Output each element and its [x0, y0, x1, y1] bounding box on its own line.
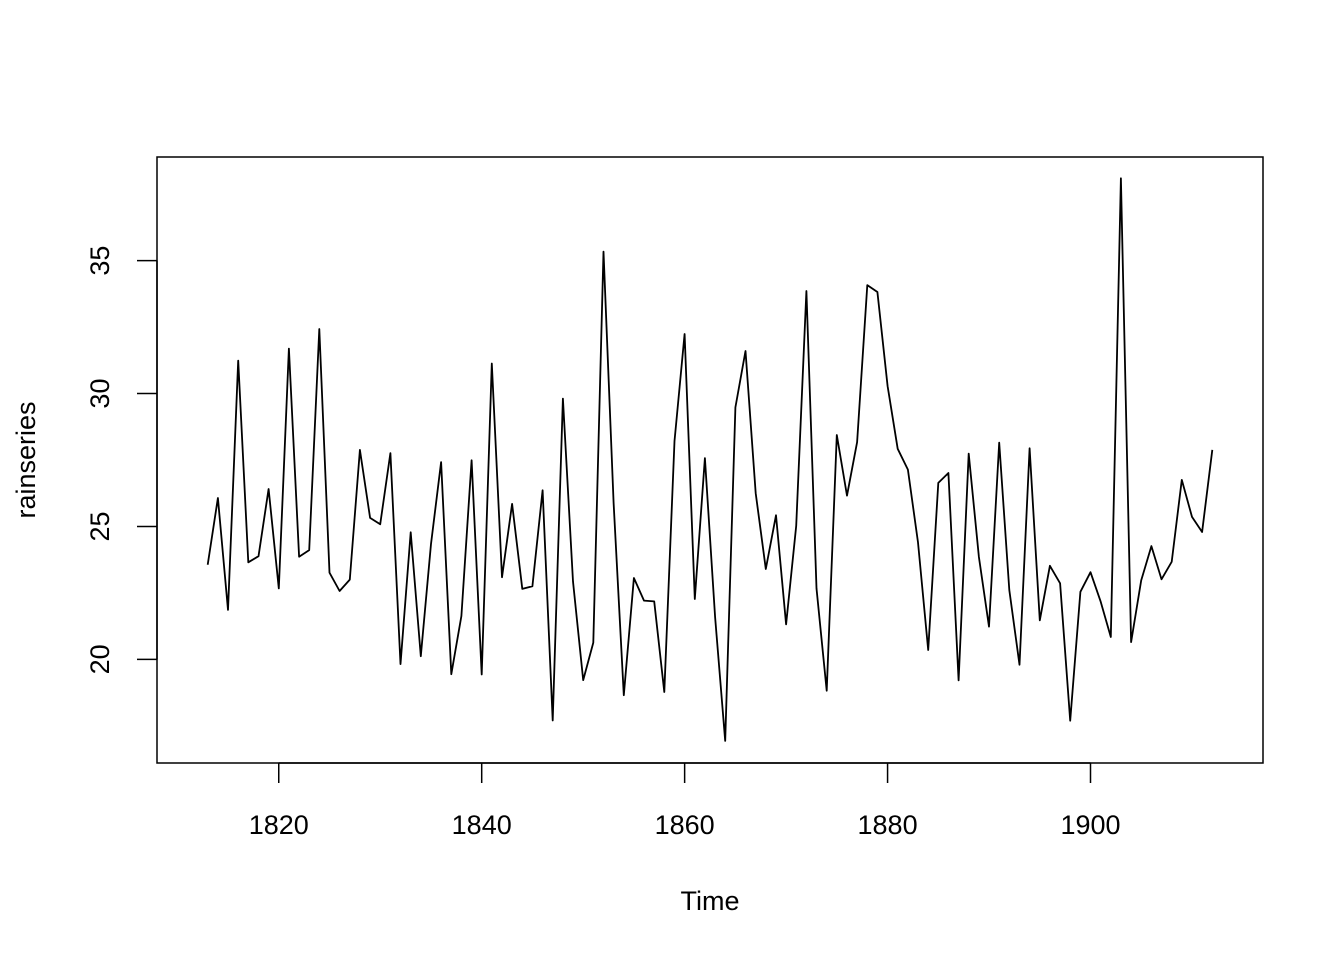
x-tick-label: 1860: [655, 810, 715, 840]
y-tick-label: 20: [85, 644, 115, 674]
y-tick-label: 30: [85, 379, 115, 409]
x-axis-label: Time: [681, 886, 740, 916]
x-tick-label: 1900: [1060, 810, 1120, 840]
plot-frame: [156, 156, 1264, 764]
series-line: [206, 177, 1214, 742]
y-axis-label: rainseries: [11, 401, 41, 518]
y-tick-label: 35: [85, 246, 115, 276]
x-axis: 1820 1840 1860 1880 1900: [249, 762, 1121, 840]
y-axis: 20 25 30 35: [85, 246, 158, 674]
x-tick-label: 1840: [452, 810, 512, 840]
x-tick-label: 1820: [249, 810, 309, 840]
x-tick-label: 1880: [858, 810, 918, 840]
y-tick-label: 25: [85, 511, 115, 541]
